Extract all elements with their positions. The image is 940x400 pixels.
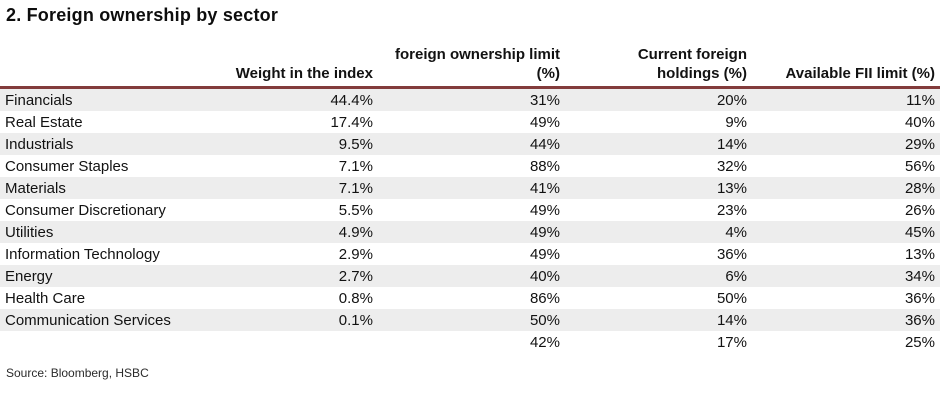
available-cell: 56% — [904, 157, 935, 175]
sector-cell: Utilities — [0, 221, 200, 243]
sector-cell: Health Care — [5, 289, 86, 307]
table-row: Consumer Discretionary 5.5% 49% 23% 26% — [0, 199, 940, 221]
table-row: Utilities 4.9% 49% 4% 45% — [0, 221, 940, 243]
table-header: Weight in the index foreign ownership li… — [0, 36, 940, 89]
header-weight-label: Weight in the index — [235, 65, 373, 82]
header-current-holdings-line2: holdings (%) — [657, 65, 747, 82]
sector-cell: Communication Services — [0, 309, 200, 331]
sector-cell: Industrials — [0, 133, 200, 155]
table-row: Health Care 0.8% 86% 50% 36% — [0, 287, 940, 309]
current-cell: 14% — [560, 133, 747, 155]
table-footer: 42% 17% 25% — [0, 331, 940, 353]
available-cell: 36% — [904, 289, 935, 307]
source-note: Source: Bloomberg, HSBC — [6, 366, 149, 380]
header-ownership-limit-line2: (%) — [536, 65, 560, 82]
available-cell: 26% — [904, 201, 935, 219]
table-row: Real Estate 17.4% 49% 9% 40% — [0, 111, 940, 133]
limit-cell: 40% — [373, 265, 560, 287]
current-cell: 14% — [560, 309, 747, 331]
sector-cell: Energy — [0, 265, 200, 287]
sector-cell: Consumer Discretionary — [5, 201, 166, 219]
header-ownership-limit: foreign ownership limit (%) — [373, 36, 560, 89]
available-cell: 11% — [747, 87, 940, 111]
weight-cell: 4.9% — [200, 221, 373, 243]
header-sector — [0, 36, 200, 89]
header-current-holdings-line1: Current foreign — [637, 46, 747, 63]
figure-title: 2. Foreign ownership by sector — [6, 5, 279, 25]
sector-cell: Real Estate — [5, 113, 83, 131]
header-ownership-limit-line1: foreign ownership limit — [394, 46, 560, 63]
weight-cell: 2.7% — [200, 265, 373, 287]
available-cell: 40% — [904, 113, 935, 131]
table-row: Information Technology 2.9% 49% 36% 13% — [0, 243, 940, 265]
weight-cell: 5.5% — [338, 201, 373, 219]
limit-cell: 88% — [529, 157, 560, 175]
current-cell: 4% — [560, 221, 747, 243]
weight-cell: 0.8% — [338, 289, 373, 307]
weight-cell: 17.4% — [330, 113, 373, 131]
available-cell: 45% — [747, 221, 940, 243]
table-row: Materials 7.1% 41% 13% 28% — [0, 177, 940, 199]
limit-cell: 41% — [373, 177, 560, 199]
current-cell: 6% — [560, 265, 747, 287]
available-cell: 29% — [747, 133, 940, 155]
limit-cell: 49% — [529, 113, 560, 131]
header-available-fii: Available FII limit (%) — [747, 36, 940, 89]
table-body: Financials 44.4% 31% 20% 11% Real Estate… — [0, 87, 940, 331]
weight-cell: 7.1% — [338, 157, 373, 175]
table-row: Financials 44.4% 31% 20% 11% — [0, 87, 940, 111]
limit-cell: 44% — [373, 133, 560, 155]
limit-cell: 49% — [529, 201, 560, 219]
total-sector-cell — [0, 331, 200, 353]
current-cell: 20% — [560, 87, 747, 111]
sector-cell: Consumer Staples — [5, 157, 129, 175]
sector-cell: Materials — [0, 177, 200, 199]
available-cell: 36% — [747, 309, 940, 331]
total-current-cell: 17% — [716, 333, 747, 351]
table-row: Communication Services 0.1% 50% 14% 36% — [0, 309, 940, 331]
total-available-cell: 25% — [904, 333, 935, 351]
sector-cell: Information Technology — [5, 245, 160, 263]
header-current-holdings: Current foreign holdings (%) — [560, 36, 747, 89]
available-cell: 28% — [747, 177, 940, 199]
limit-cell: 31% — [373, 87, 560, 111]
weight-cell: 0.1% — [200, 309, 373, 331]
current-cell: 13% — [560, 177, 747, 199]
current-cell: 36% — [716, 245, 747, 263]
total-limit-cell: 42% — [529, 333, 560, 351]
header-available-fii-label: Available FII limit (%) — [785, 65, 935, 82]
available-cell: 13% — [904, 245, 935, 263]
limit-cell: 50% — [373, 309, 560, 331]
current-cell: 23% — [716, 201, 747, 219]
table-row: Industrials 9.5% 44% 14% 29% — [0, 133, 940, 155]
weight-cell: 9.5% — [200, 133, 373, 155]
limit-cell: 86% — [529, 289, 560, 307]
available-cell: 34% — [747, 265, 940, 287]
header-weight: Weight in the index — [200, 36, 373, 89]
total-weight-cell — [200, 331, 373, 353]
weight-cell: 44.4% — [200, 87, 373, 111]
table-row: Energy 2.7% 40% 6% 34% — [0, 265, 940, 287]
current-cell: 9% — [725, 113, 747, 131]
limit-cell: 49% — [373, 221, 560, 243]
foreign-ownership-table: Weight in the index foreign ownership li… — [0, 36, 940, 353]
total-row: 42% 17% 25% — [0, 331, 940, 353]
current-cell: 32% — [716, 157, 747, 175]
sector-cell: Financials — [0, 87, 200, 111]
weight-cell: 2.9% — [338, 245, 373, 263]
current-cell: 50% — [716, 289, 747, 307]
limit-cell: 49% — [529, 245, 560, 263]
table-row: Consumer Staples 7.1% 88% 32% 56% — [0, 155, 940, 177]
weight-cell: 7.1% — [200, 177, 373, 199]
